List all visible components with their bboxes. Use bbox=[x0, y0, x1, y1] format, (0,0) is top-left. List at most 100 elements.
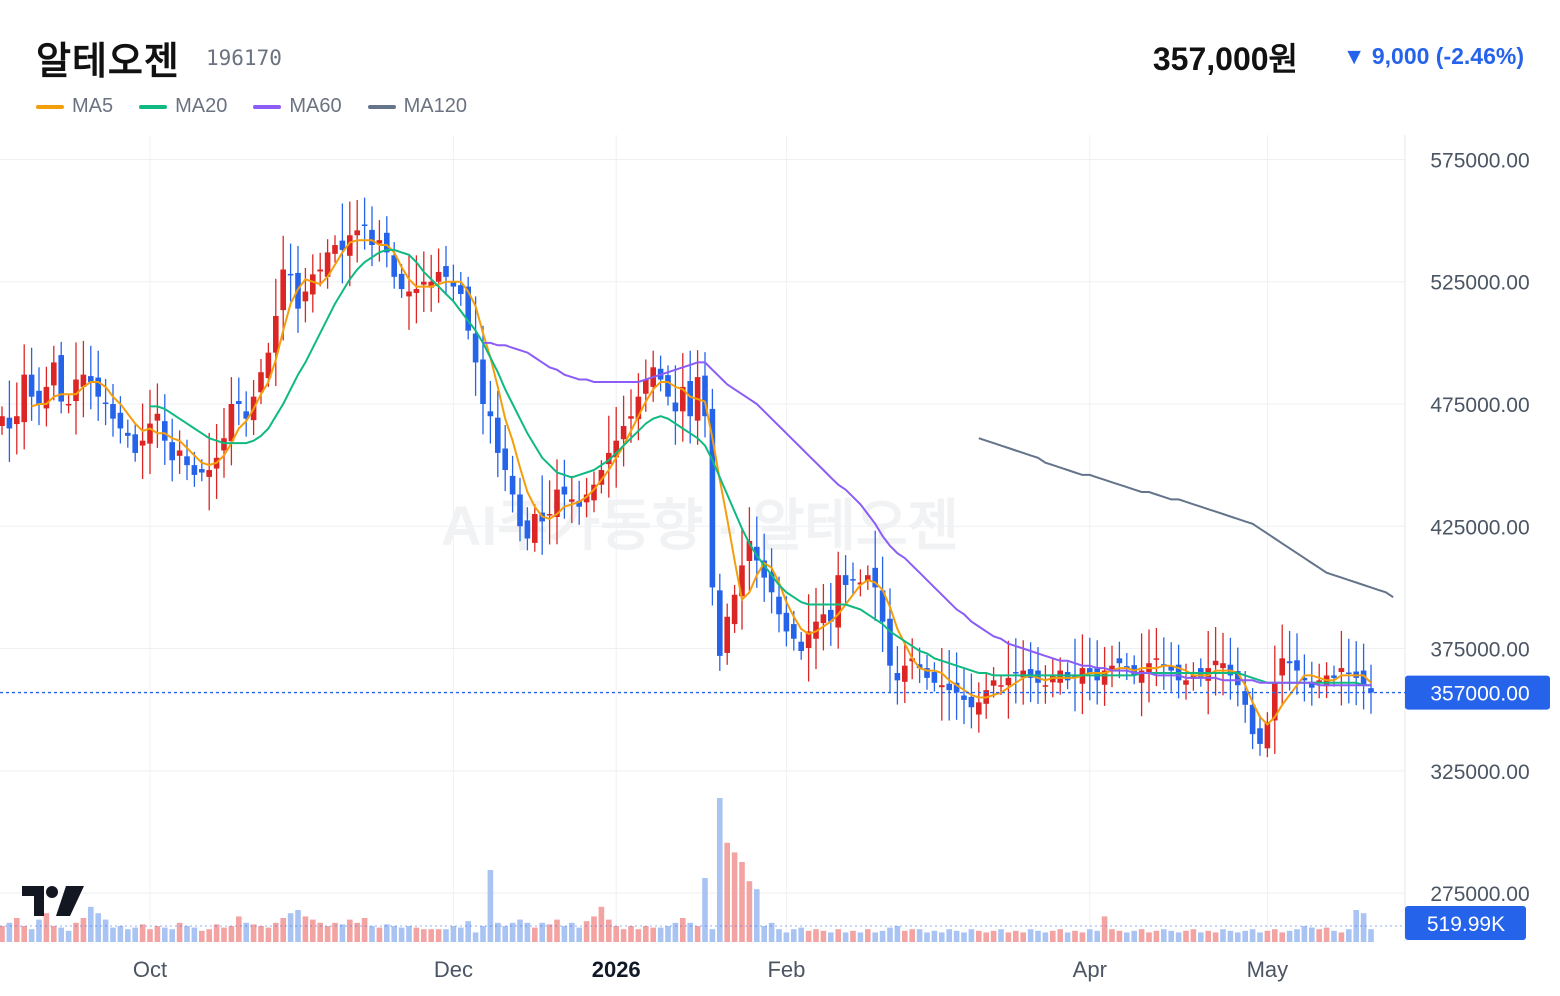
candle-body bbox=[51, 362, 57, 386]
candle-body bbox=[939, 685, 945, 688]
volume-bar bbox=[1272, 929, 1278, 942]
candle-body bbox=[176, 450, 183, 456]
volume-bar bbox=[228, 926, 235, 942]
volume-bar bbox=[805, 930, 812, 942]
candle-body bbox=[1220, 663, 1226, 669]
legend-ma5[interactable]: MA5 bbox=[36, 95, 113, 118]
candle-body bbox=[1249, 704, 1256, 735]
candle-body bbox=[273, 315, 279, 353]
volume-bar bbox=[731, 852, 738, 942]
candle-body bbox=[191, 465, 198, 475]
candle-body bbox=[310, 274, 316, 295]
tradingview-logo-icon[interactable] bbox=[22, 884, 86, 918]
candle-body bbox=[1264, 721, 1271, 749]
candle-body bbox=[887, 618, 893, 666]
volume-bar bbox=[472, 932, 479, 942]
last-price-tag bbox=[1405, 675, 1550, 710]
volume-bar bbox=[6, 922, 13, 942]
volume-bar bbox=[798, 927, 804, 942]
candle-body bbox=[754, 546, 760, 561]
volume-bar bbox=[680, 918, 686, 942]
volume-bar bbox=[58, 927, 64, 942]
candle-body bbox=[924, 668, 930, 678]
candle-body bbox=[902, 665, 908, 682]
ma60-line bbox=[483, 341, 1371, 687]
x-tick-label: 2026 bbox=[592, 957, 641, 982]
volume-bar bbox=[295, 910, 301, 942]
time-axis[interactable]: Oct Dec 2026 Feb Apr May bbox=[133, 957, 1288, 982]
volume-bar bbox=[1138, 929, 1145, 942]
candle-body bbox=[317, 269, 323, 272]
volume-bar bbox=[1198, 932, 1204, 942]
volume-bar bbox=[51, 926, 57, 942]
volume-bar bbox=[776, 929, 782, 942]
volume-bar bbox=[1027, 929, 1034, 942]
x-tick-label: Dec bbox=[434, 957, 473, 982]
volume-bar bbox=[1087, 929, 1093, 942]
legend-ma60[interactable]: MA60 bbox=[253, 95, 342, 118]
volume-bar bbox=[598, 906, 605, 942]
candle-body bbox=[43, 386, 50, 409]
volume-bar bbox=[1116, 930, 1123, 942]
candle-body bbox=[147, 423, 153, 444]
volume-bar bbox=[931, 930, 938, 942]
volume-bar bbox=[857, 932, 864, 942]
candle-body bbox=[1257, 728, 1263, 744]
volume-bar bbox=[1131, 930, 1137, 942]
last-volume-label: 519.99K bbox=[1427, 913, 1505, 936]
candle-body bbox=[14, 416, 20, 425]
volume-bar bbox=[546, 924, 553, 942]
volume-bar bbox=[1279, 932, 1285, 942]
volume-bar bbox=[1124, 932, 1130, 942]
candle-body bbox=[643, 379, 649, 394]
volume-bar bbox=[1338, 932, 1345, 942]
volume-bar bbox=[894, 926, 901, 942]
volume-bar bbox=[1294, 929, 1300, 942]
price-change: ▼ 9,000 (-2.46%) bbox=[1342, 43, 1524, 69]
volume-bar bbox=[391, 926, 397, 942]
volume-bar bbox=[591, 916, 597, 942]
candle-body bbox=[857, 582, 864, 585]
volume-bar bbox=[1205, 930, 1211, 942]
volume-bar bbox=[754, 889, 760, 942]
x-tick-label: Feb bbox=[767, 957, 805, 982]
candle-body bbox=[110, 404, 116, 419]
volume-bar bbox=[398, 927, 405, 942]
volume-bar bbox=[236, 916, 242, 942]
candle-body bbox=[1109, 665, 1115, 670]
volume-bar bbox=[384, 924, 390, 942]
volume-bar bbox=[191, 927, 198, 942]
volume-bar bbox=[569, 922, 575, 942]
candle-body bbox=[125, 432, 131, 436]
last-price-label: 357000.00 bbox=[1430, 683, 1529, 706]
ma-legend: MA5 MA20 MA60 MA120 bbox=[36, 95, 467, 118]
candle-body bbox=[835, 575, 841, 628]
legend-ma20[interactable]: MA20 bbox=[139, 95, 227, 118]
candle-body bbox=[620, 426, 627, 440]
volume-bar bbox=[628, 926, 634, 942]
candle-body bbox=[1279, 658, 1285, 676]
volume-bar bbox=[976, 930, 982, 942]
candle-body bbox=[828, 609, 834, 622]
volume-bar bbox=[850, 930, 856, 942]
candle-body bbox=[6, 417, 13, 429]
candle-body bbox=[199, 469, 205, 473]
volume-bar bbox=[324, 926, 331, 942]
volume-bar bbox=[953, 930, 960, 942]
candle-body bbox=[791, 624, 797, 639]
volume-bar bbox=[842, 932, 849, 942]
volume-bar bbox=[458, 927, 464, 942]
candle-body bbox=[58, 355, 64, 402]
candle-body bbox=[88, 376, 94, 382]
price-axis[interactable]: 575000.00 525000.00 475000.00 425000.00 3750… bbox=[1405, 149, 1550, 940]
candle-body bbox=[221, 438, 227, 451]
candle-body bbox=[80, 374, 87, 387]
legend-ma120[interactable]: MA120 bbox=[367, 95, 467, 118]
volume-bar bbox=[213, 924, 220, 942]
candle-body bbox=[517, 494, 523, 527]
candle-body bbox=[894, 673, 901, 681]
volume-bar bbox=[1301, 926, 1308, 942]
volume-bar bbox=[1005, 932, 1012, 942]
volume-bar bbox=[332, 922, 338, 942]
